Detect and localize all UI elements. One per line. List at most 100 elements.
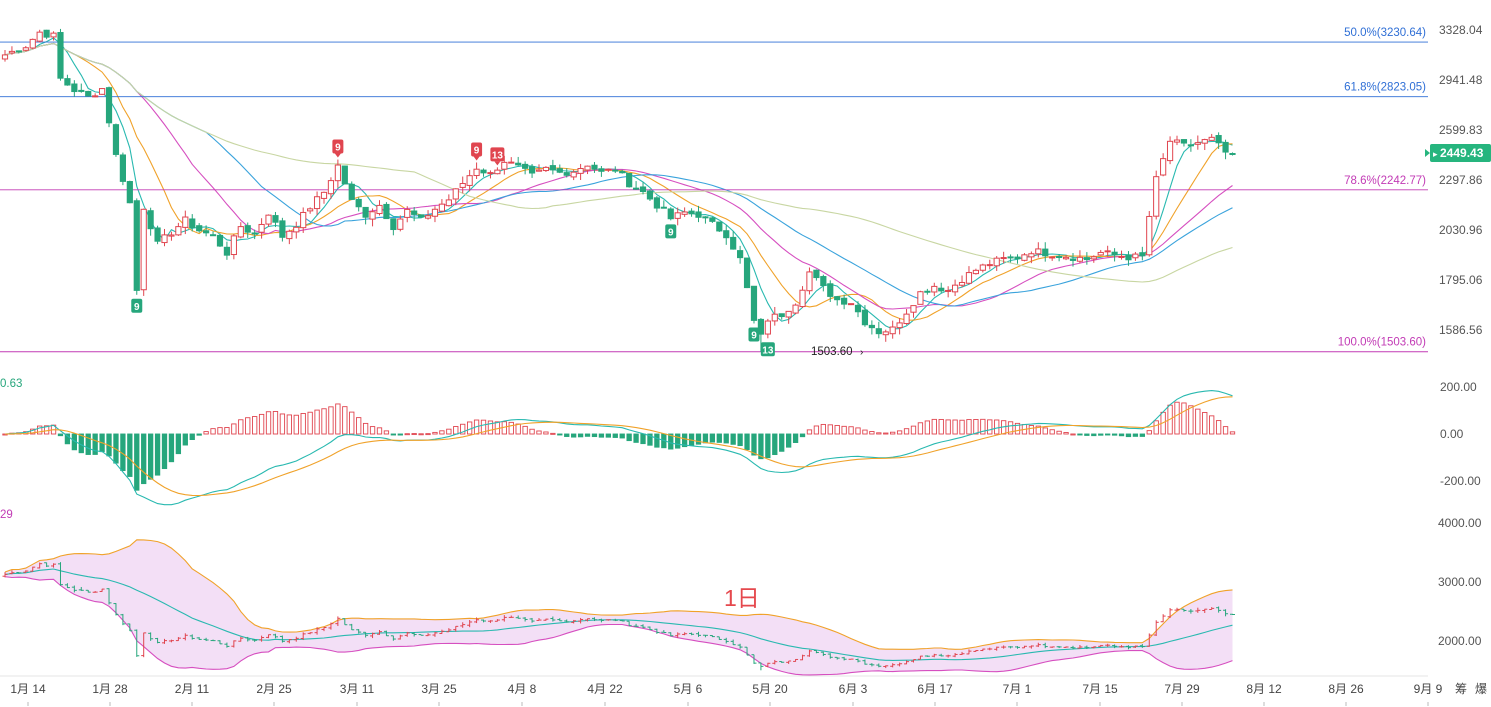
macd-bar: [342, 406, 348, 435]
ohlc-bar: [71, 585, 77, 593]
macd-bar: [1014, 422, 1021, 435]
ohlc-bar: [578, 617, 584, 624]
td-marker-label: 9: [335, 143, 341, 154]
candle: [334, 159, 341, 188]
time-tick: 2月 25: [256, 682, 292, 696]
ohlc-bar: [141, 632, 147, 658]
fib-label: 61.8%(2823.05): [1344, 82, 1426, 94]
candle: [605, 168, 612, 172]
macd-bar: [154, 433, 161, 476]
macd-bar: [425, 433, 431, 436]
ohlc-bar: [460, 622, 466, 628]
chip-tool-button[interactable]: 筹: [1455, 682, 1467, 696]
macd-bar: [1215, 420, 1222, 435]
time-tick: 7月 29: [1164, 682, 1200, 696]
right-tools: 筹 爆: [1455, 682, 1487, 696]
candle: [480, 168, 487, 177]
candle: [327, 177, 335, 199]
candle: [216, 233, 224, 247]
macd-bar: [182, 433, 188, 446]
macd-bar: [619, 433, 625, 439]
current-price-tag[interactable]: 2449.43 ▸: [1425, 144, 1491, 162]
candle: [958, 275, 966, 288]
candle: [1, 49, 9, 62]
ohlc-bar: [841, 656, 847, 661]
macd-bar: [716, 433, 722, 443]
candle: [1028, 251, 1035, 264]
ohlc-bar: [682, 632, 688, 636]
candle: [730, 231, 737, 250]
candle: [612, 166, 619, 174]
candle: [1208, 133, 1215, 141]
macd-bar: [64, 433, 71, 445]
macd-bar: [841, 425, 847, 435]
candle: [487, 170, 494, 179]
macd-bar: [1049, 429, 1055, 435]
ohlc-bar: [917, 655, 923, 660]
ohlc-bar: [1229, 613, 1235, 616]
macd-bar: [647, 433, 653, 446]
ohlc-bar: [481, 619, 487, 623]
candle: [355, 197, 362, 212]
ohlc-bar: [654, 628, 660, 634]
macd-bar: [460, 423, 466, 435]
candle: [1146, 211, 1153, 257]
macd-bar: [1174, 401, 1180, 435]
candle: [293, 221, 300, 239]
macd-bar: [134, 433, 140, 491]
macd-bar: [189, 433, 195, 440]
macd-bar: [1139, 433, 1145, 437]
ohlc-bar: [689, 632, 695, 636]
macd-histogram: [2, 401, 1236, 491]
macd-panel: 0.63 200.00 0.00 -200.00: [0, 378, 1481, 506]
candle: [1215, 132, 1222, 149]
price-tick: 2941.48: [1439, 73, 1483, 87]
burst-tool-button[interactable]: 爆: [1475, 682, 1487, 696]
candle: [1229, 152, 1236, 156]
candle: [244, 222, 251, 238]
macd-bar: [973, 419, 979, 435]
boll-panel: 29 4000.00 3000.00 2000.00 1日: [0, 509, 1482, 676]
candle: [154, 225, 161, 245]
candle: [112, 123, 120, 157]
candle: [577, 163, 584, 180]
candle: [827, 280, 834, 303]
macd-bar: [633, 433, 639, 443]
macd-bar: [314, 409, 320, 435]
candle: [660, 200, 667, 209]
candle: [119, 152, 126, 186]
ohlc-bar: [1216, 606, 1222, 613]
ohlc-bar: [272, 633, 278, 639]
macd-bar: [1035, 425, 1041, 435]
td-markers: 9 9 9 13 9 9 13: [131, 139, 775, 357]
ohlc-bar: [37, 562, 43, 569]
macd-bar: [1084, 433, 1090, 436]
candle: [931, 282, 938, 297]
ohlc-bar: [266, 634, 272, 639]
ohlc-bar: [1174, 607, 1180, 612]
macd-bar: [786, 433, 792, 448]
ohlc-bar: [231, 640, 237, 648]
ohlc-bar: [1146, 633, 1152, 647]
macd-left-value: 0.63: [0, 378, 22, 390]
ohlc-bar: [1112, 644, 1118, 649]
candle: [300, 207, 307, 233]
macd-bar: [917, 422, 924, 435]
macd-bar: [487, 420, 494, 435]
macd-bar: [910, 425, 917, 435]
candle: [799, 286, 806, 308]
macd-bar: [1063, 432, 1069, 435]
candle: [320, 191, 328, 204]
macd-bar: [751, 433, 757, 456]
candle: [36, 29, 43, 43]
ohlc-bar: [1209, 607, 1215, 610]
candle: [348, 181, 355, 201]
ohlc-bar: [356, 629, 362, 634]
macd-bar: [883, 432, 889, 435]
boll-tick: 4000.00: [1438, 516, 1482, 530]
ohlc-bar: [1181, 608, 1187, 612]
candle: [64, 74, 71, 86]
candle: [861, 305, 869, 327]
macd-bar: [328, 406, 334, 435]
ohlc-bar: [314, 627, 320, 635]
